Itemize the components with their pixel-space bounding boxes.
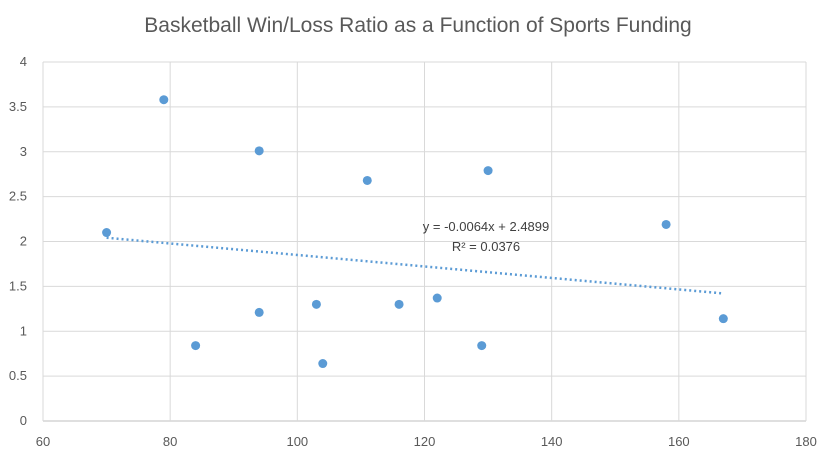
data-points xyxy=(102,95,728,369)
data-point xyxy=(477,341,487,351)
y-tick-label: 3 xyxy=(20,144,27,159)
x-tick-label: 100 xyxy=(286,434,308,449)
data-point xyxy=(311,299,321,309)
trendline-r-squared: R² = 0.0376 xyxy=(452,239,520,254)
gridlines xyxy=(42,61,807,422)
y-tick-label: 3.5 xyxy=(9,99,27,114)
data-point xyxy=(254,307,264,317)
data-point xyxy=(318,359,328,369)
chart-title: Basketball Win/Loss Ratio as a Function … xyxy=(144,14,691,37)
data-point xyxy=(254,146,264,156)
data-point xyxy=(483,166,493,176)
data-point xyxy=(159,95,169,105)
y-tick-label: 1 xyxy=(20,323,27,338)
x-axis-tick-labels: 60 80 100 120 140 160 180 xyxy=(36,434,817,449)
trendline-group xyxy=(106,236,724,295)
x-tick-label: 60 xyxy=(36,434,50,449)
y-tick-label: 2.5 xyxy=(9,189,27,204)
y-tick-label: 0 xyxy=(20,413,27,428)
data-point xyxy=(102,228,112,238)
x-tick-label: 140 xyxy=(541,434,563,449)
y-tick-label: 1.5 xyxy=(9,278,27,293)
y-tick-label: 0.5 xyxy=(9,368,27,383)
x-tick-label: 80 xyxy=(163,434,177,449)
data-point xyxy=(191,341,201,351)
y-tick-label: 4 xyxy=(20,54,27,69)
x-tick-label: 160 xyxy=(668,434,690,449)
linear-trendline xyxy=(106,236,724,295)
trendline-equation: y = -0.0064x + 2.4899 xyxy=(423,219,549,234)
y-axis-tick-labels: 0 0.5 1 1.5 2 2.5 3 3.5 4 xyxy=(9,54,27,428)
x-tick-label: 180 xyxy=(795,434,817,449)
data-point xyxy=(394,299,404,309)
data-point xyxy=(718,314,728,324)
data-point xyxy=(432,293,442,303)
data-point xyxy=(362,175,372,185)
x-tick-label: 120 xyxy=(414,434,436,449)
data-point xyxy=(661,219,671,229)
y-tick-label: 2 xyxy=(20,234,27,249)
